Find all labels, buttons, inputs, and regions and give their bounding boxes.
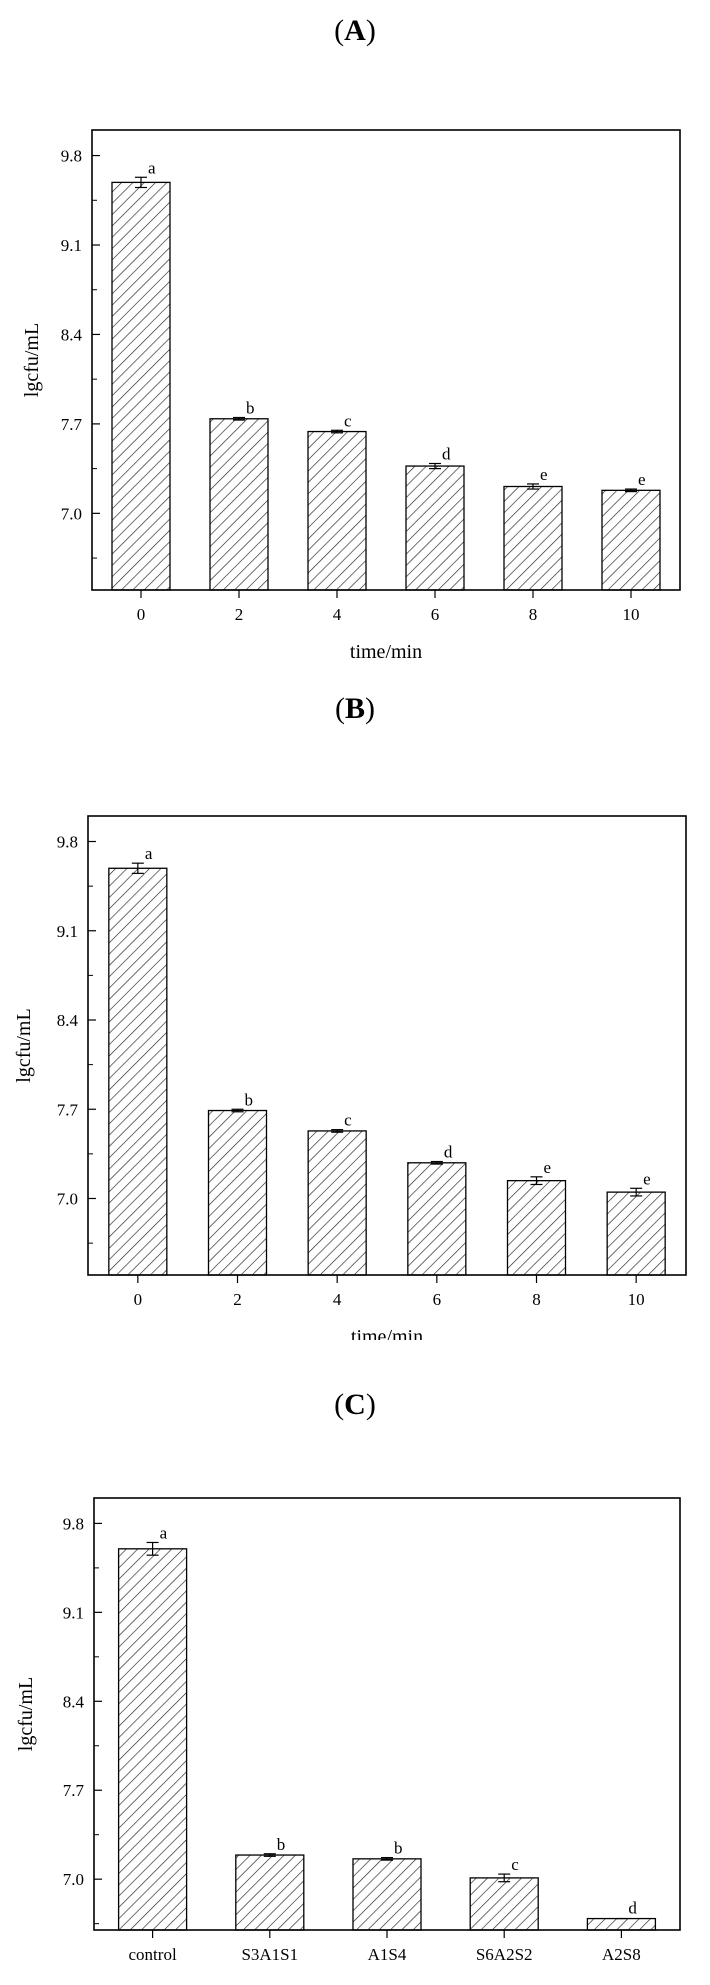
significance-letter: e — [540, 465, 548, 484]
y-tick-label: 7.0 — [61, 504, 82, 523]
significance-letter: c — [511, 1855, 519, 1874]
x-axis-label: time/min — [351, 1326, 423, 1340]
x-tick-label: 2 — [235, 605, 244, 624]
x-tick-label: 4 — [333, 605, 342, 624]
x-tick-label: 0 — [137, 605, 146, 624]
x-tick-label: control — [129, 1945, 177, 1964]
x-tick-label: S6A2S2 — [476, 1945, 533, 1964]
bar — [235, 1854, 305, 1931]
y-tick-label: 7.7 — [57, 1100, 79, 1119]
y-axis-label: lgcfu/mL — [21, 323, 43, 397]
y-tick-label: 9.8 — [61, 147, 82, 166]
bar — [503, 485, 563, 591]
bar — [405, 465, 465, 591]
x-tick-label: A1S4 — [368, 1945, 407, 1964]
bar — [117, 1548, 188, 1931]
y-tick-label: 9.1 — [63, 1603, 84, 1622]
bar — [307, 430, 367, 591]
significance-letter: b — [245, 1090, 254, 1109]
significance-letter: d — [628, 1898, 637, 1917]
panel-label-a: (A) — [334, 14, 376, 47]
significance-letter: a — [148, 158, 156, 177]
bar — [108, 867, 168, 1276]
significance-letter: b — [277, 1835, 286, 1854]
x-tick-label: 10 — [623, 605, 640, 624]
bar — [209, 418, 269, 591]
significance-letter: a — [160, 1523, 168, 1542]
bar — [307, 1130, 367, 1276]
bar — [352, 1858, 422, 1931]
x-tick-label: A2S8 — [602, 1945, 641, 1964]
bar-chart-a: 7.0 7.7 8.4 9.1 9.8 lgcfu/mL a 0 b 2 c 4 d 6 e 8 e 10 time… — [21, 129, 681, 660]
significance-letter: e — [638, 470, 646, 489]
y-tick-label: 9.8 — [63, 1514, 84, 1533]
y-tick-label: 8.4 — [57, 1011, 79, 1030]
bar-chart-b: 7.0 7.7 8.4 9.1 9.8 lgcfu/mL a 0 b 2 c 4 d 6 e 8 e 10 time… — [13, 815, 687, 1340]
x-tick-label: 0 — [134, 1290, 143, 1309]
significance-letter: d — [442, 445, 451, 464]
x-tick-label: 10 — [628, 1290, 645, 1309]
bar — [606, 1191, 666, 1276]
x-tick-label: S3A1S1 — [241, 1945, 298, 1964]
plot-frame — [91, 129, 681, 591]
significance-letter: b — [246, 399, 255, 418]
x-tick-label: 6 — [433, 1290, 442, 1309]
plot-frame — [87, 815, 687, 1276]
significance-letter: e — [544, 1158, 552, 1177]
x-axis-label: time/min — [350, 641, 422, 660]
x-tick-label: 8 — [532, 1290, 541, 1309]
y-axis-label: lgcfu/mL — [13, 1008, 35, 1082]
y-tick-label: 9.1 — [57, 922, 78, 941]
y-tick-label: 9.1 — [61, 236, 82, 255]
significance-letter: c — [344, 1111, 352, 1130]
x-tick-label: 4 — [333, 1290, 342, 1309]
y-tick-label: 7.7 — [63, 1781, 85, 1800]
bar — [601, 489, 661, 591]
significance-letter: e — [643, 1169, 651, 1188]
y-tick-label: 8.4 — [61, 325, 83, 344]
bar — [207, 1109, 268, 1276]
bar-chart-c: 7.0 7.7 8.4 9.1 9.8 lgcfu/mL a control b S3A1S1 b A… — [15, 1497, 681, 1964]
bar — [469, 1877, 539, 1931]
significance-letter: d — [444, 1143, 453, 1162]
y-tick-label: 7.0 — [63, 1870, 84, 1889]
y-tick-label: 7.0 — [57, 1190, 78, 1209]
y-axis-label: lgcfu/mL — [15, 1677, 37, 1751]
significance-letter: a — [145, 844, 153, 863]
bar — [506, 1179, 567, 1276]
bar — [586, 1917, 657, 1931]
panel-label-b: (B) — [334, 692, 375, 725]
x-tick-label: 2 — [233, 1290, 242, 1309]
y-tick-label: 7.7 — [61, 415, 83, 434]
bar — [407, 1162, 467, 1276]
y-tick-label: 8.4 — [63, 1692, 85, 1711]
significance-letter: c — [344, 411, 352, 430]
panel-label-c: (C) — [334, 1388, 376, 1421]
x-tick-label: 8 — [529, 605, 538, 624]
x-tick-label: 6 — [431, 605, 440, 624]
y-tick-label: 9.8 — [57, 833, 78, 852]
significance-letter: b — [394, 1839, 403, 1858]
bar — [111, 181, 171, 591]
